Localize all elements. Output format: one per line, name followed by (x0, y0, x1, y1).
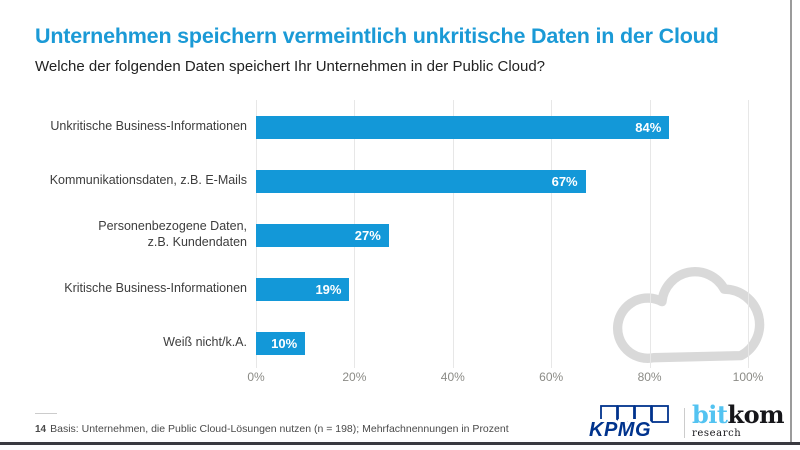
bar-track: 19% (256, 277, 748, 301)
bar-track: 67% (256, 169, 748, 193)
bitkom-research-label: research (692, 428, 742, 439)
frame-edge-bottom (0, 442, 800, 445)
slide-title: Unternehmen speichern vermeintlich unkri… (35, 24, 719, 48)
x-axis: 0% 20% 40% 60% 80% 100% (247, 370, 763, 386)
category-label: Unkritische Business-Informationen (50, 119, 247, 134)
bar-value-label: 67% (551, 173, 578, 189)
page-number: 14 (35, 424, 47, 435)
x-tick-label: 0% (247, 370, 265, 384)
bar: 27% (256, 223, 389, 247)
category-label: Personenbezogene Daten, z.B. Kundendaten (98, 219, 247, 249)
cloud-watermark-icon (612, 267, 765, 363)
bar-chart: Unkritische Business-Informationen 84% K… (35, 100, 763, 386)
bar: 67% (256, 169, 586, 193)
bitkom-bit: bit (692, 400, 728, 429)
category-label: Kritische Business-Informationen (64, 281, 247, 296)
kpmg-wordmark: KPMG (589, 419, 651, 441)
bitkom-wordmark: bitkom (692, 400, 785, 429)
bar: 84% (256, 115, 670, 139)
bar-row: Personenbezogene Daten, z.B. Kundendaten… (35, 208, 748, 262)
kpmg-squares-icon (600, 405, 669, 423)
basis-note: Basis: Unternehmen, die Public Cloud-Lös… (50, 423, 509, 435)
x-tick-label: 100% (732, 370, 764, 384)
bar-row: Weiß nicht/k.A. 10% (35, 316, 748, 370)
bar-track: 10% (256, 331, 748, 355)
bar-track: 84% (256, 115, 748, 139)
bar-row: Unkritische Business-Informationen 84% (35, 100, 748, 154)
logo-divider (684, 408, 685, 438)
bar: 19% (256, 277, 350, 301)
bar-value-label: 27% (354, 227, 381, 243)
gridline-40pct (452, 100, 454, 368)
bar-row: Kommunikationsdaten, z.B. E-Mails 67% (35, 154, 748, 208)
category-label: Kommunikationsdaten, z.B. E-Mails (49, 173, 247, 188)
x-tick-label: 40% (440, 370, 465, 384)
kpmg-logo: KPMG KPMG (588, 405, 669, 442)
footnote: 14 Basis: Unternehmen, die Public Cloud-L… (35, 423, 509, 435)
footer-divider (35, 413, 57, 414)
gridline-60pct (551, 100, 553, 368)
bar-value-label: 19% (315, 281, 342, 297)
x-tick-label: 80% (637, 370, 662, 384)
frame-edge-right (790, 0, 792, 444)
bar-rows: Unkritische Business-Informationen 84% K… (35, 100, 748, 370)
gridline-100pct (748, 100, 749, 368)
bar-value-label: 84% (635, 119, 662, 135)
bitkom-logo: bitkom research (692, 400, 785, 440)
gridline-80pct (649, 100, 651, 368)
kpmg-wordmark-halo: KPMG (589, 419, 651, 441)
x-tick-label: 60% (539, 370, 564, 384)
bar-track: 27% (256, 223, 748, 247)
bar-value-label: 10% (271, 335, 298, 351)
slide-subtitle: Welche der folgenden Daten speichert Ihr… (35, 58, 546, 75)
x-tick-label: 20% (342, 370, 367, 384)
bitkom-kom: kom (727, 400, 785, 429)
bar-row: Kritische Business-Informationen 19% (35, 262, 748, 316)
bar: 10% (256, 331, 306, 355)
category-label: Weiß nicht/k.A. (163, 335, 247, 350)
